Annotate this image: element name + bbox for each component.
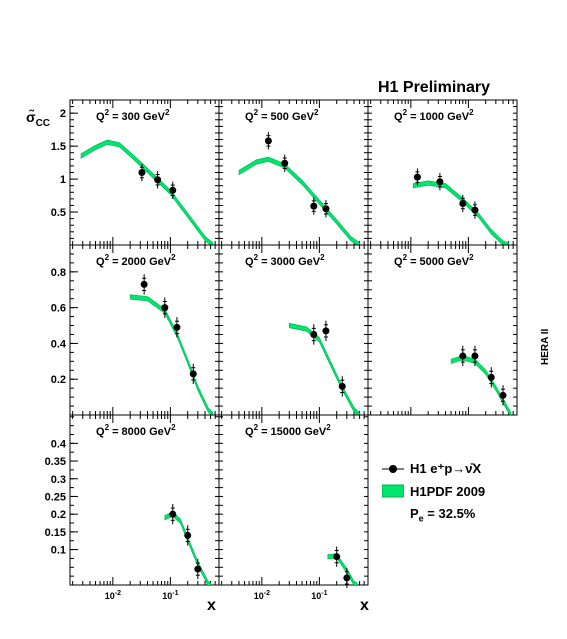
data-point xyxy=(184,531,192,539)
panel-q2-label: Q2 = 300 GeV2 xyxy=(96,108,170,123)
panel-2: Q2 = 500 GeV2 xyxy=(218,99,369,246)
y-axis-label: σ̃CC xyxy=(26,109,50,129)
h1pdf-band xyxy=(238,156,360,245)
h1pdf-band xyxy=(327,553,358,585)
hera-label: HERA II xyxy=(540,328,551,365)
h1pdf-band xyxy=(412,180,509,245)
panel-6: Q2 = 5000 GeV2 xyxy=(367,244,518,416)
panel-border xyxy=(218,414,369,586)
y-tick-label: 0.5 xyxy=(51,207,66,219)
y-tick-label: 0.35 xyxy=(45,456,66,468)
polarisation-subscript: e xyxy=(418,513,424,524)
panel-8: Q2 = 15000 GeV2 10-2 10-1 xyxy=(218,414,369,601)
panel-7: 0.1 0.15 0.2 0.25 0.3 0.35 0.4 Q2 = 8000 GeV2 10… xyxy=(45,414,220,601)
data-point xyxy=(487,373,495,381)
panel-border xyxy=(69,244,220,416)
y-tick-label: 0.3 xyxy=(51,474,66,486)
data-point xyxy=(189,370,197,378)
y-tick-label: 0.1 xyxy=(51,545,66,557)
h1pdf-band xyxy=(164,511,211,585)
y-tick-label: 1 xyxy=(60,174,66,186)
data-point xyxy=(333,553,341,561)
panel-border xyxy=(367,244,518,416)
panel-q2-label: Q2 = 8000 GeV2 xyxy=(96,423,176,438)
data-point xyxy=(338,382,346,390)
panel-q2-label: Q2 = 3000 GeV2 xyxy=(245,253,325,268)
data-point xyxy=(322,327,330,335)
data-point xyxy=(169,510,177,518)
data-point xyxy=(459,352,467,360)
x-axis-label-middle: x xyxy=(360,597,369,614)
data-point xyxy=(436,178,444,186)
data-point xyxy=(343,574,351,582)
panel-q2-label: Q2 = 5000 GeV2 xyxy=(394,253,474,268)
polarisation-symbol: P xyxy=(410,506,419,521)
panel-1: 0.5 1 1.5 2 Q2 = 300 GeV2 xyxy=(51,99,220,246)
y-tick-label: 0.8 xyxy=(51,267,66,279)
data-point xyxy=(194,565,202,573)
data-point xyxy=(138,169,146,176)
legend-marker-icon xyxy=(382,465,404,473)
data-point xyxy=(161,304,169,312)
y-tick-label: 2 xyxy=(60,108,66,120)
chart-panels: 0.5 1 1.5 2 Q2 = 300 GeV2 Q2 = 500 GeV2 Q2 = 1… xyxy=(45,99,518,601)
panel-4: 0.2 0.4 0.6 0.8 Q2 = 2000 GeV2 xyxy=(51,244,220,416)
data-point xyxy=(310,330,318,338)
h1pdf-band xyxy=(450,355,512,415)
data-point xyxy=(471,352,479,360)
legend-data-row: H1 e⁺p→ν̄X xyxy=(382,458,485,480)
panel-q2-label: Q2 = 1000 GeV2 xyxy=(394,108,474,123)
y-axis-symbol: σ̃ xyxy=(26,109,36,125)
h1pdf-band xyxy=(129,294,214,415)
x-axis-label-left: x xyxy=(207,597,216,614)
y-axis-subscript: CC xyxy=(35,117,51,129)
panel-5: Q2 = 3000 GeV2 xyxy=(218,244,369,416)
panel-q2-label: Q2 = 15000 GeV2 xyxy=(245,423,331,438)
data-point xyxy=(459,199,467,207)
legend-data-label: H1 e⁺p→ν̄X xyxy=(410,461,482,476)
data-point xyxy=(173,323,181,331)
legend: H1 e⁺p→ν̄X H1PDF 2009 Pe = 32.5% xyxy=(382,458,485,524)
legend-band-icon xyxy=(382,484,404,498)
legend-band-label: H1PDF 2009 xyxy=(410,483,486,499)
data-point xyxy=(471,206,479,214)
y-tick-label: 0.6 xyxy=(51,303,66,315)
y-tick-label: 0.25 xyxy=(45,491,66,503)
panel-3: Q2 = 1000 GeV2 xyxy=(367,99,518,246)
y-tick-label: 0.2 xyxy=(51,509,66,521)
y-tick-label: 0.15 xyxy=(45,527,66,539)
data-point xyxy=(154,176,162,184)
x-tick-label: 10-2 xyxy=(105,590,121,601)
polarisation-value: = 32.5% xyxy=(423,506,476,521)
legend-polarisation: Pe = 32.5% xyxy=(410,506,485,524)
data-point xyxy=(281,159,289,167)
data-point xyxy=(413,173,421,181)
x-tick-label: 10-1 xyxy=(162,590,178,601)
data-point xyxy=(499,391,507,399)
y-tick-label: 0.4 xyxy=(51,338,67,350)
panel-q2-label: Q2 = 2000 GeV2 xyxy=(96,253,176,268)
y-tick-label: 0.4 xyxy=(51,438,67,450)
panel-q2-label: Q2 = 500 GeV2 xyxy=(245,108,319,123)
data-point xyxy=(322,205,330,213)
panel-border xyxy=(218,244,369,416)
data-point xyxy=(169,186,177,194)
data-point xyxy=(310,202,318,210)
data-point xyxy=(140,280,148,288)
chart-title: H1 Preliminary xyxy=(378,79,491,96)
data-point xyxy=(264,137,272,145)
legend-band-row: H1PDF 2009 xyxy=(382,480,485,502)
x-tick-label: 10-2 xyxy=(254,590,270,601)
y-tick-label: 0.2 xyxy=(51,374,66,386)
h1pdf-band xyxy=(80,139,214,245)
x-tick-label: 10-1 xyxy=(311,590,327,601)
y-tick-label: 1.5 xyxy=(51,141,66,153)
